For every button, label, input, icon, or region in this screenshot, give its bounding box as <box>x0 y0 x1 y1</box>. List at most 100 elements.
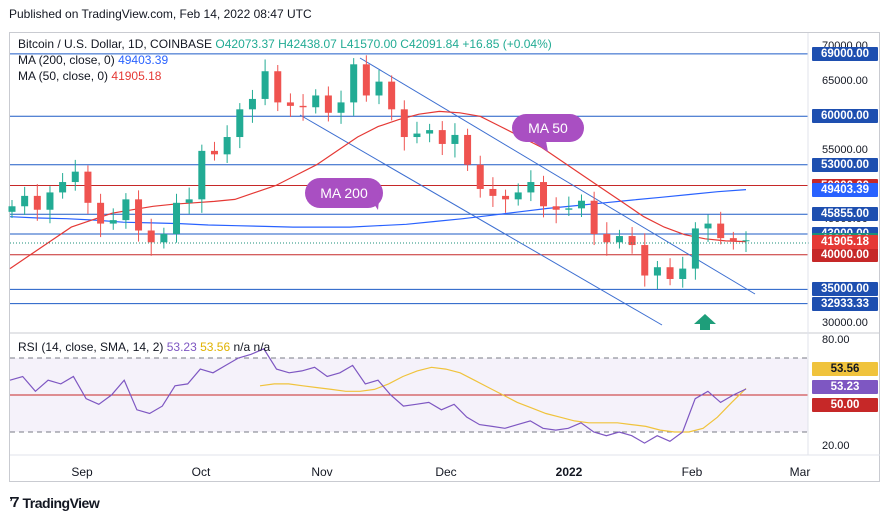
level-label-4: 45855.00 <box>812 207 878 222</box>
candle-body-21 <box>274 71 282 103</box>
candle-body-23 <box>299 105 307 108</box>
time-label-5: Feb <box>682 465 703 479</box>
time-axis: Sep Oct Nov Dec 2022 Feb Mar <box>71 465 810 479</box>
rsi-tag: 53.23 <box>812 380 878 394</box>
tradingview-logo-icon: ’7 <box>9 494 19 511</box>
candle-body-19 <box>248 98 256 110</box>
ma200-bubble: MA 200 <box>305 178 383 210</box>
rsi-legend: RSI (14, close, SMA, 14, 2) 53.23 53.56 … <box>18 339 270 355</box>
ma200-legend-value: 49403.39 <box>118 53 169 67</box>
ohlc-high: H42438.07 <box>278 37 337 51</box>
time-label-2: Nov <box>311 465 332 479</box>
channel-upper-line <box>359 57 756 295</box>
rsi-tick-0: 80.00 <box>822 334 850 346</box>
price-levels <box>10 53 808 305</box>
chart-frame[interactable] <box>9 32 880 482</box>
ohlc-change: +16.85 (+0.04%) <box>462 37 552 51</box>
candle-body-12 <box>160 233 168 243</box>
ohlc-close: C42091.84 <box>400 37 459 51</box>
ma200-legend-row: MA (200, close, 0) 49403.39 <box>18 52 552 68</box>
level-label-7: 35000.00 <box>812 282 878 297</box>
candle-body-38 <box>489 188 497 196</box>
level-label-2: 53000.00 <box>812 157 878 172</box>
ma50-legend-label: MA (50, close, 0) <box>18 69 109 83</box>
channel-lower-line <box>299 114 663 326</box>
candle-body-16 <box>210 150 218 155</box>
candle-body-25 <box>324 95 332 113</box>
ma50-legend-value: 41905.18 <box>111 69 162 83</box>
candle-body-48 <box>615 236 623 243</box>
rsi-legend-value: 53.23 <box>166 340 197 354</box>
candle-body-17 <box>223 137 231 155</box>
candles <box>8 55 750 290</box>
price-tick-8: 30000.00 <box>822 317 868 329</box>
candle-body-3 <box>46 192 54 210</box>
candle-body-18 <box>236 109 244 138</box>
rsi-tick-1: 20.00 <box>822 440 850 452</box>
candle-body-11 <box>147 230 155 243</box>
indicator-tag-ma200: 49403.39 <box>812 182 878 197</box>
footer[interactable]: ’7 TradingView <box>9 494 100 511</box>
candle-body-41 <box>527 182 535 193</box>
candle-body-36 <box>464 134 472 165</box>
candle-body-35 <box>451 134 459 144</box>
candle-body-24 <box>312 95 320 108</box>
time-label-3: Dec <box>435 465 456 479</box>
candle-body-6 <box>84 171 92 203</box>
candle-body-27 <box>350 64 358 103</box>
ohlc-open: O42073.37 <box>215 37 275 51</box>
ma50-legend-row: MA (50, close, 0) 41905.18 <box>18 68 552 84</box>
candle-body-56 <box>717 223 725 239</box>
ma200-legend-label: MA (200, close, 0) <box>18 53 115 67</box>
candle-body-13 <box>173 202 181 234</box>
candle-body-26 <box>337 102 345 113</box>
ma50-bubble: MA 50 <box>512 114 584 152</box>
level-label-6: 40000.00 <box>812 247 878 262</box>
ma200-bubble-text: MA 200 <box>320 185 368 201</box>
candle-body-10 <box>135 199 143 231</box>
rsi-sma-line <box>259 366 747 433</box>
candle-body-42 <box>540 182 548 207</box>
candle-body-50 <box>641 245 649 276</box>
rsi-na-1: n/a <box>233 340 251 354</box>
time-label-1: Oct <box>192 465 211 479</box>
candle-body-28 <box>362 64 370 96</box>
candle-body-30 <box>388 81 396 110</box>
candle-body-57 <box>729 238 737 241</box>
candle-body-31 <box>400 109 408 138</box>
price-tick-3: 55000.00 <box>822 143 868 156</box>
candle-body-46 <box>590 200 598 234</box>
buy-arrow-icon <box>694 314 716 330</box>
candle-body-32 <box>413 133 421 138</box>
candle-body-7 <box>97 202 105 224</box>
ohlc-low: L41570.00 <box>340 37 397 51</box>
candle-body-47 <box>603 233 611 243</box>
candle-body-5 <box>71 171 79 183</box>
candle-body-4 <box>59 182 67 193</box>
main-legend: Bitcoin / U.S. Dollar, 1D, COINBASE O420… <box>18 36 552 84</box>
candle-body-1 <box>21 195 29 207</box>
candle-body-22 <box>286 102 294 106</box>
candle-body-58 <box>742 240 750 242</box>
candle-body-39 <box>502 195 510 200</box>
brand-name: TradingView <box>22 494 100 511</box>
indicator-tag-ma50: 41905.18 <box>812 234 878 249</box>
candle-body-51 <box>653 267 661 276</box>
symbol-name: Bitcoin / U.S. Dollar, 1D, COINBASE <box>18 37 213 51</box>
level-label-0: 69000.00 <box>812 46 878 61</box>
candle-body-2 <box>33 195 41 210</box>
candle-body-43 <box>552 206 560 210</box>
ma200-line <box>9 189 747 228</box>
candle-body-20 <box>261 71 269 99</box>
rsi-na-2: n/a <box>253 340 271 354</box>
candle-body-54 <box>691 228 699 269</box>
candle-body-52 <box>666 267 674 279</box>
candle-body-45 <box>577 200 585 209</box>
candle-body-49 <box>628 236 636 246</box>
candle-body-33 <box>426 130 434 134</box>
candle-body-29 <box>375 81 383 96</box>
price-tick-1: 65000.00 <box>822 74 868 87</box>
candle-body-53 <box>679 268 687 279</box>
candle-body-44 <box>565 208 573 210</box>
